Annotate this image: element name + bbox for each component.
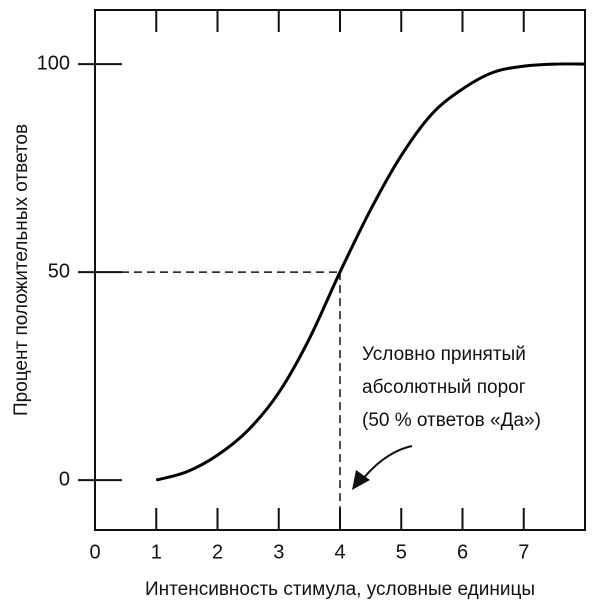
x-tick-label: 7 bbox=[518, 541, 529, 563]
y-tick-label: 0 bbox=[59, 468, 70, 490]
x-axis-label: Интенсивность стимула, условные единицы bbox=[145, 579, 535, 600]
x-tick-label: 4 bbox=[334, 541, 345, 563]
arrow-head bbox=[352, 470, 370, 490]
x-tick-label: 5 bbox=[396, 541, 407, 563]
y-tick-label: 100 bbox=[37, 52, 70, 74]
y-axis-label: Процент положительных ответов bbox=[11, 124, 32, 416]
x-tick-label: 3 bbox=[273, 541, 284, 563]
x-tick-label: 6 bbox=[457, 541, 468, 563]
annotation-arrow bbox=[361, 445, 413, 481]
y-tick-label: 50 bbox=[48, 260, 70, 282]
x-tick-label: 2 bbox=[212, 541, 223, 563]
x-tick-label: 1 bbox=[151, 541, 162, 563]
curve bbox=[155, 62, 586, 482]
annotation-line: (50 % ответов «Да») bbox=[362, 410, 541, 431]
annotation-line: Условно принятый bbox=[362, 344, 526, 365]
annotation-line: абсолютный порог bbox=[362, 377, 526, 398]
x-tick-label: 0 bbox=[89, 541, 100, 563]
